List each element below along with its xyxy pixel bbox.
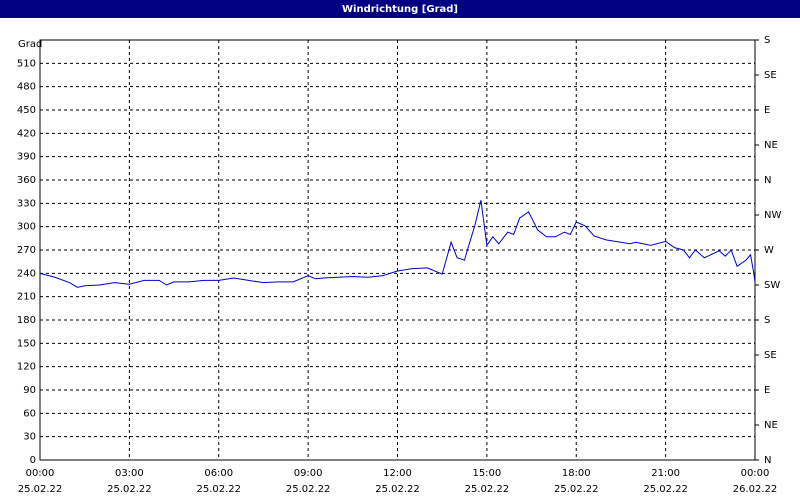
title-bar: [0, 0, 800, 18]
y-tick-label: 390: [17, 152, 36, 163]
x-tick-date: 26.02.22: [733, 484, 778, 495]
y2-tick-label: S: [764, 35, 770, 46]
y2-tick-label: NE: [764, 140, 778, 151]
x-tick-date: 25.02.22: [107, 484, 152, 495]
x-tick-date: 25.02.22: [375, 484, 420, 495]
y2-tick-label: N: [764, 175, 771, 186]
y2-tick-label: SE: [764, 350, 777, 361]
x-tick-label: 03:00: [115, 468, 144, 479]
y2-tick-label: E: [764, 105, 770, 116]
y-tick-label: 150: [17, 338, 36, 349]
y-tick-label: 240: [17, 268, 36, 279]
y-tick-label: 270: [17, 245, 36, 256]
y2-tick-label: N: [764, 455, 771, 466]
x-tick-date: 25.02.22: [643, 484, 688, 495]
y-tick-label: 330: [17, 198, 36, 209]
y-tick-label: 30: [23, 432, 36, 443]
y-tick-label: 90: [23, 385, 36, 396]
x-tick-label: 18:00: [562, 468, 591, 479]
y-tick-label: 360: [17, 175, 36, 186]
x-tick-label: 15:00: [472, 468, 501, 479]
x-tick-date: 25.02.22: [18, 484, 63, 495]
x-tick-label: 00:00: [26, 468, 55, 479]
y2-tick-label: S: [764, 315, 770, 326]
x-tick-label: 00:00: [741, 468, 770, 479]
y-axis-label: Grad: [18, 39, 42, 50]
y2-tick-label: NW: [764, 210, 781, 221]
y2-tick-label: SE: [764, 70, 777, 81]
y-tick-label: 420: [17, 128, 36, 139]
y-tick-label: 480: [17, 82, 36, 93]
y-tick-label: 180: [17, 315, 36, 326]
y-tick-label: 300: [17, 222, 36, 233]
x-tick-date: 25.02.22: [196, 484, 241, 495]
y-tick-label: 120: [17, 362, 36, 373]
x-tick-date: 25.02.22: [554, 484, 599, 495]
x-tick-label: 09:00: [294, 468, 323, 479]
y2-tick-label: W: [764, 245, 774, 256]
y2-tick-label: SW: [764, 280, 780, 291]
data-line: [39, 200, 756, 288]
x-tick-label: 21:00: [651, 468, 680, 479]
x-tick-date: 25.02.22: [465, 484, 510, 495]
y-tick-label: 60: [23, 408, 36, 419]
x-tick-label: 12:00: [383, 468, 412, 479]
y-tick-label: 210: [17, 292, 36, 303]
y2-tick-label: E: [764, 385, 770, 396]
y-tick-label: 450: [17, 105, 36, 116]
x-tick-date: 25.02.22: [286, 484, 331, 495]
y-tick-label: 0: [30, 455, 36, 466]
y-tick-label: 510: [17, 58, 36, 69]
y2-tick-label: NE: [764, 420, 778, 431]
chart-title: Windrichtung [Grad]: [342, 4, 458, 15]
x-tick-label: 06:00: [204, 468, 233, 479]
